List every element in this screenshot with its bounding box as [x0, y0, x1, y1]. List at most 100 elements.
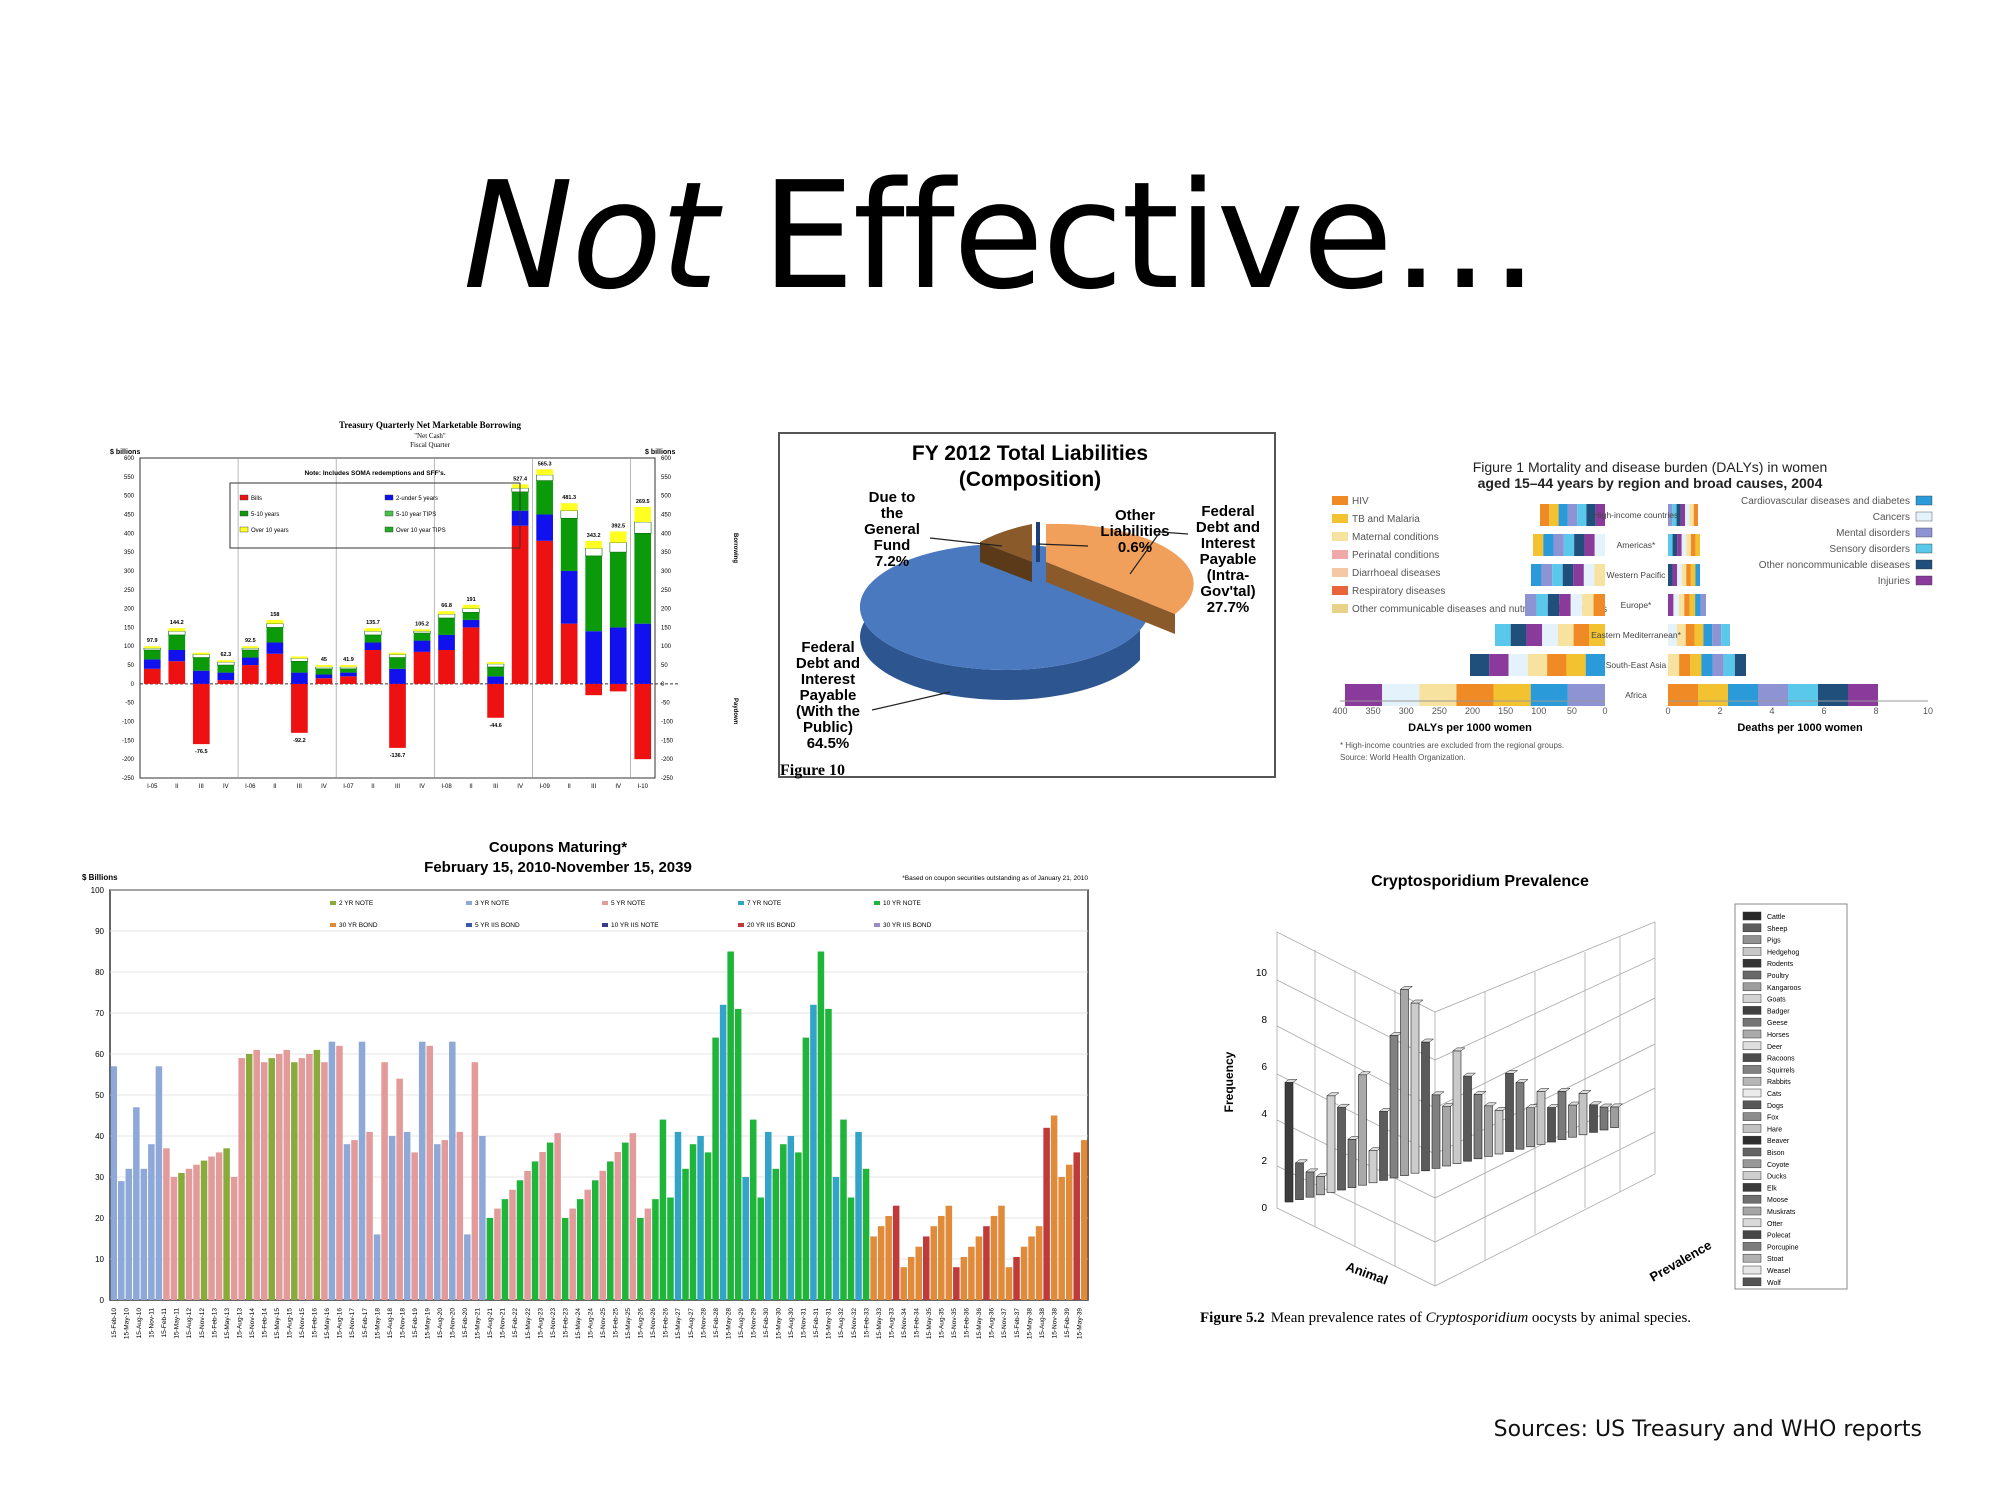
p4-xtick: 15-Aug-23 — [537, 1308, 544, 1339]
p5-legend-swatch — [1742, 1206, 1762, 1216]
p3-daly-segment — [1536, 594, 1548, 616]
p1-legend-box — [229, 482, 521, 549]
p4-xtick: 15-May-33 — [876, 1308, 883, 1339]
p5-legend-swatch — [1742, 1112, 1762, 1121]
p3-death-segment — [1723, 654, 1735, 676]
p4-bar — [629, 1133, 637, 1300]
p4-xtick: 15-May-38 — [1026, 1308, 1033, 1339]
p4-bar — [554, 1133, 561, 1300]
p4-bar — [847, 1197, 855, 1300]
p1-note: Note: Includes SOMA redemptions and SFF'… — [304, 470, 445, 477]
p4-bar — [238, 1058, 245, 1300]
p1-bar-segment — [609, 531, 627, 543]
p3-daly-segment — [1582, 594, 1594, 616]
p1-bar-segment — [389, 683, 406, 748]
p4-bar — [1065, 1164, 1073, 1300]
p4-bar — [998, 1205, 1005, 1300]
p4-xtick: 15-Aug-21 — [487, 1308, 494, 1339]
p5-legend-swatch — [1742, 982, 1762, 992]
p3-death-segment — [1690, 534, 1696, 556]
p3-death-segment — [1712, 624, 1722, 646]
p4-bar — [697, 1136, 704, 1300]
p4-bar — [388, 1136, 396, 1300]
p5-ytick: 2 — [1261, 1156, 1267, 1167]
p3-legend-label: Sensory disorders — [1829, 544, 1910, 555]
p1-legend-label: Bills — [251, 496, 262, 502]
p3-death-segment — [1728, 684, 1758, 706]
p4-legend-swatch — [330, 901, 336, 905]
p1-legend-swatch — [239, 510, 249, 517]
p4-xtick: 15-May-21 — [475, 1308, 482, 1339]
lbl-public-5: Public) — [803, 719, 853, 736]
p1-ytick-right: 400 — [661, 531, 672, 537]
p4-bar — [170, 1177, 178, 1300]
p3-death-segment — [1673, 594, 1679, 616]
p4-bar — [200, 1160, 208, 1300]
p1-data-label: -92.2 — [293, 738, 306, 744]
p3-death-segment — [1694, 624, 1704, 646]
p4-xtick: 15-Nov-34 — [901, 1308, 908, 1339]
p5-bar — [1515, 1082, 1525, 1150]
p1-bar-segment — [315, 668, 333, 675]
p4-bar — [765, 1131, 772, 1300]
p3-death-segment — [1698, 684, 1728, 706]
p3-xtick-left: 250 — [1432, 706, 1447, 716]
p1-bar-segment — [462, 604, 480, 609]
p3-death-segment — [1677, 534, 1682, 556]
p1-xtick: I-09 — [539, 784, 550, 790]
p4-bar — [313, 1049, 321, 1300]
p5-legend-swatch — [1742, 1183, 1762, 1192]
p4-bar — [870, 1236, 877, 1300]
pie-3d — [860, 522, 1194, 701]
p1-ytick-left: 550 — [124, 475, 135, 481]
p4-bar — [960, 1256, 968, 1300]
p4-bar — [411, 1152, 418, 1300]
p4-xtick: 15-Feb-25 — [613, 1308, 620, 1338]
p4-xtick: 15-May-24 — [575, 1308, 582, 1339]
p5-legend-swatch — [1742, 947, 1762, 956]
p1-bar-segment — [585, 555, 603, 632]
p4-xtick: 15-Nov-12 — [199, 1308, 206, 1339]
p5-bar — [1410, 1002, 1420, 1174]
p5-legend-swatch — [1742, 1253, 1762, 1263]
p4-legend-swatch — [738, 923, 744, 927]
p5-bar — [1337, 1106, 1346, 1191]
p4-bar — [336, 1045, 343, 1300]
p1-bar-segment — [634, 683, 652, 760]
p3-daly-segment — [1567, 504, 1578, 526]
p4-ytick: 80 — [95, 968, 104, 977]
p4-bar — [968, 1246, 975, 1300]
p4-xtick: 15-Aug-29 — [738, 1308, 745, 1339]
p4-bar — [110, 1066, 118, 1300]
p3-legend-swatch — [1332, 568, 1348, 577]
p4-legend-label: 5 YR IIS BOND — [475, 922, 520, 929]
p1-data-label: -44.6 — [489, 723, 502, 729]
p4-xtick: 15-Feb-26 — [663, 1308, 670, 1338]
p5-legend-swatch — [1742, 1218, 1762, 1228]
p4-bar — [464, 1234, 471, 1300]
p4-xtick: 15-May-18 — [374, 1308, 381, 1339]
p5-bar — [1379, 1111, 1388, 1181]
p1-bar-segment — [585, 548, 603, 557]
p5-legend-label: Rodents — [1767, 961, 1794, 968]
p4-bar — [471, 1062, 479, 1300]
p1-ytick-left: -150 — [122, 738, 135, 744]
p4-ytick: 100 — [91, 886, 105, 895]
p4-xtick: 15-May-25 — [625, 1308, 632, 1339]
p4-xtick: 15-May-35 — [926, 1308, 933, 1339]
p4-bar — [892, 1205, 900, 1300]
p1-bar-segment — [437, 613, 456, 619]
p5-caption: Figure 5.2 Mean prevalence rates of Crypt… — [1200, 1310, 1691, 1326]
p1-legend-swatch — [384, 494, 394, 501]
p5-legend-label: Horses — [1767, 1032, 1790, 1039]
p4-bar — [990, 1215, 998, 1300]
p5-legend-label: Geese — [1767, 1020, 1788, 1027]
p4-bar — [283, 1049, 291, 1300]
p4-bar — [915, 1246, 922, 1300]
p3-region-label: South-East Asia — [1606, 660, 1667, 670]
p4-bar — [501, 1199, 509, 1300]
p3-daly-segment — [1593, 594, 1605, 616]
p1-bar-segment — [560, 570, 578, 624]
p4-legend-label: 3 YR NOTE — [475, 900, 510, 907]
p5-bar-top — [1368, 1147, 1382, 1151]
